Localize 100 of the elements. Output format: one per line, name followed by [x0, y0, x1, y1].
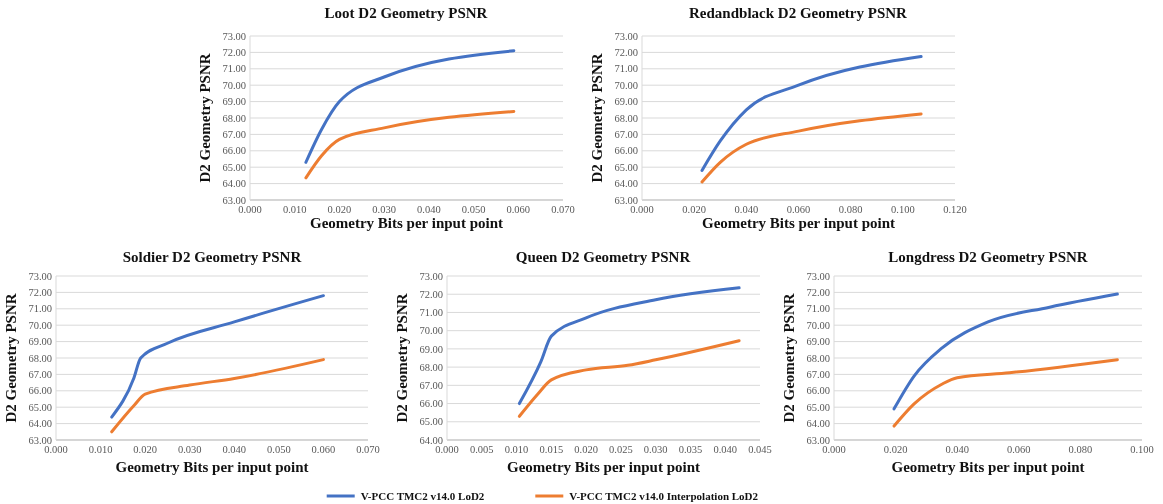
legend-label: V-PCC TMC2 v14.0 Interpolation LoD2 [569, 489, 759, 502]
y-tick-label: 67.00 [28, 369, 52, 381]
y-tick-label: 64.00 [419, 434, 443, 446]
y-tick-label: 73.00 [28, 270, 52, 282]
y-tick-label: 71.00 [28, 303, 52, 315]
line-series [517, 286, 741, 406]
y-tick-label: 73.00 [222, 30, 246, 42]
y-tick-label: 67.00 [614, 129, 638, 141]
y-tick-label: 73.00 [614, 30, 638, 42]
x-axis-title: Geometry Bits per input point [891, 459, 1085, 475]
x-tick-label: 0.000 [435, 444, 459, 455]
x-tick-label: 0.040 [222, 444, 247, 455]
y-tick-label: 72.00 [419, 288, 443, 300]
x-axis-title: Geometry Bits per input point [701, 215, 896, 231]
y-axis-title: D2 Geometry PSNR [589, 53, 605, 183]
x-tick-label: 0.060 [786, 204, 811, 215]
y-axis-title: D2 Geometry PSNR [394, 293, 410, 423]
x-tick-label: 0.030 [372, 204, 396, 215]
y-axis-title: D2 Geometry PSNR [781, 293, 797, 423]
y-tick-label: 69.00 [222, 96, 246, 108]
y-tick-label: 66.00 [419, 398, 443, 410]
chart-title: Queen D2 Geometry PSNR [515, 249, 691, 265]
x-tick-label: 0.040 [417, 204, 441, 215]
y-tick-label: 72.00 [614, 47, 638, 59]
x-tick-label: 0.080 [838, 204, 863, 215]
y-tick-label: 65.00 [806, 401, 830, 413]
x-axis-title: Geometry Bits per input point [506, 459, 701, 475]
y-tick-label: 70.00 [222, 79, 246, 91]
x-axis-title: Geometry Bits per input point [309, 215, 504, 231]
x-tick-label: 0.100 [1130, 444, 1154, 455]
x-tick-label: 0.000 [630, 204, 654, 215]
chart-title: Soldier D2 Geometry PSNR [122, 249, 302, 265]
y-tick-label: 68.00 [806, 352, 830, 364]
x-tick-label: 0.040 [734, 204, 759, 215]
y-tick-label: 66.00 [806, 385, 830, 397]
x-tick-label: 0.060 [1006, 444, 1031, 455]
y-tick-label: 65.00 [28, 401, 52, 413]
line-series [892, 358, 1119, 428]
y-tick-label: 70.00 [28, 319, 52, 331]
y-tick-label: 64.00 [614, 178, 638, 190]
y-tick-label: 64.00 [806, 418, 830, 430]
y-tick-label: 72.00 [28, 287, 52, 299]
x-tick-label: 0.040 [945, 444, 970, 455]
line-series [110, 358, 325, 434]
x-tick-label: 0.070 [356, 444, 380, 455]
y-tick-label: 70.00 [419, 325, 443, 337]
x-tick-label: 0.050 [267, 444, 291, 455]
x-tick-label: 0.000 [44, 444, 68, 455]
x-tick-label: 0.120 [943, 204, 967, 215]
y-tick-label: 66.00 [222, 145, 246, 157]
x-tick-label: 0.020 [682, 204, 706, 215]
x-tick-label: 0.000 [238, 204, 262, 215]
x-axis-title: Geometry Bits per input point [115, 459, 309, 475]
y-tick-label: 65.00 [419, 416, 443, 428]
x-tick-label: 0.025 [609, 444, 633, 455]
y-tick-label: 63.00 [614, 194, 638, 206]
x-tick-label: 0.040 [713, 444, 738, 455]
line-series [700, 112, 923, 184]
y-tick-label: 68.00 [28, 352, 52, 364]
y-tick-label: 63.00 [28, 434, 52, 446]
x-tick-label: 0.080 [1068, 444, 1093, 455]
y-tick-label: 65.00 [222, 161, 246, 173]
x-tick-label: 0.035 [678, 444, 703, 455]
chart-title: Redandblack D2 Geometry PSNR [689, 5, 908, 21]
y-tick-label: 69.00 [28, 336, 52, 348]
y-tick-label: 69.00 [806, 336, 830, 348]
x-tick-label: 0.030 [177, 444, 202, 455]
x-tick-label: 0.020 [327, 204, 352, 215]
y-tick-label: 71.00 [806, 303, 830, 315]
y-tick-label: 70.00 [614, 79, 638, 91]
chart-title: Loot D2 Geometry PSNR [324, 5, 488, 21]
y-tick-label: 67.00 [419, 380, 443, 392]
y-tick-label: 68.00 [222, 112, 246, 124]
x-tick-label: 0.020 [574, 444, 598, 455]
y-tick-label: 72.00 [806, 287, 830, 299]
y-tick-label: 73.00 [419, 270, 443, 282]
x-tick-label: 0.020 [133, 444, 157, 455]
y-tick-label: 66.00 [28, 385, 52, 397]
y-tick-label: 63.00 [222, 194, 246, 206]
x-tick-label: 0.030 [643, 444, 668, 455]
x-tick-label: 0.005 [469, 444, 494, 455]
line-series [110, 294, 325, 419]
x-tick-label: 0.045 [748, 444, 772, 455]
y-tick-label: 69.00 [614, 96, 638, 108]
y-tick-label: 66.00 [614, 145, 638, 157]
y-tick-label: 68.00 [614, 112, 638, 124]
x-tick-label: 0.060 [311, 444, 336, 455]
x-tick-label: 0.070 [551, 204, 575, 215]
y-tick-label: 64.00 [28, 418, 52, 430]
y-tick-label: 65.00 [614, 161, 638, 173]
y-tick-label: 67.00 [806, 369, 830, 381]
x-tick-label: 0.060 [506, 204, 531, 215]
y-tick-label: 70.00 [806, 319, 830, 331]
chart-title: Longdress D2 Geometry PSNR [888, 249, 1088, 265]
y-tick-label: 71.00 [614, 63, 638, 75]
line-series [892, 292, 1119, 411]
x-tick-label: 0.010 [88, 444, 113, 455]
y-tick-label: 71.00 [222, 63, 246, 75]
legend-label: V-PCC TMC2 v14.0 LoD2 [360, 489, 485, 502]
x-tick-label: 0.010 [282, 204, 307, 215]
